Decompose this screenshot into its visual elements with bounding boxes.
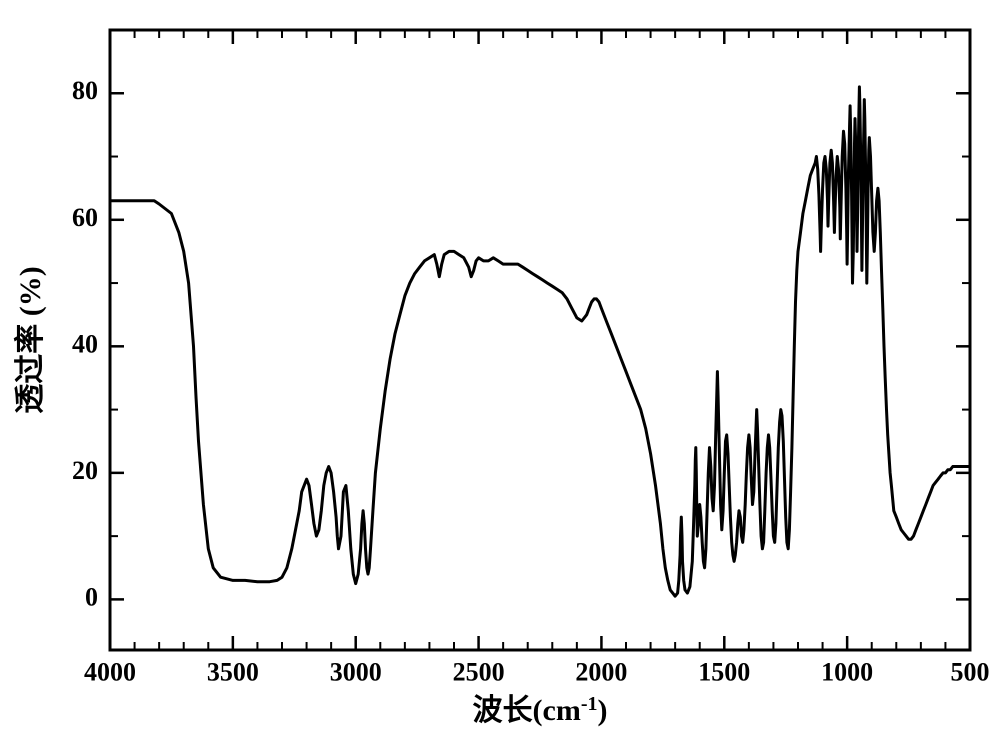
- ir-spectrum-chart: 4000 3500 3000 2500 2000 1500 1000 500 0 20 40 60 80…: [0, 0, 1000, 751]
- xtick-label: 1500: [698, 657, 750, 686]
- y-axis-title: 透过率 (%): [14, 266, 47, 413]
- ytick-label: 0: [85, 582, 98, 611]
- ytick-label: 80: [72, 76, 98, 105]
- xtick-label: 2000: [575, 657, 627, 686]
- ytick-label: 20: [72, 456, 98, 485]
- xtick-label: 500: [951, 657, 990, 686]
- xtick-label: 4000: [84, 657, 136, 686]
- xtick-label: 3000: [330, 657, 382, 686]
- xtick-label: 1000: [821, 657, 873, 686]
- ytick-label: 40: [72, 329, 98, 358]
- xtick-label: 3500: [207, 657, 259, 686]
- ytick-label: 60: [72, 203, 98, 232]
- xtick-label: 2500: [453, 657, 505, 686]
